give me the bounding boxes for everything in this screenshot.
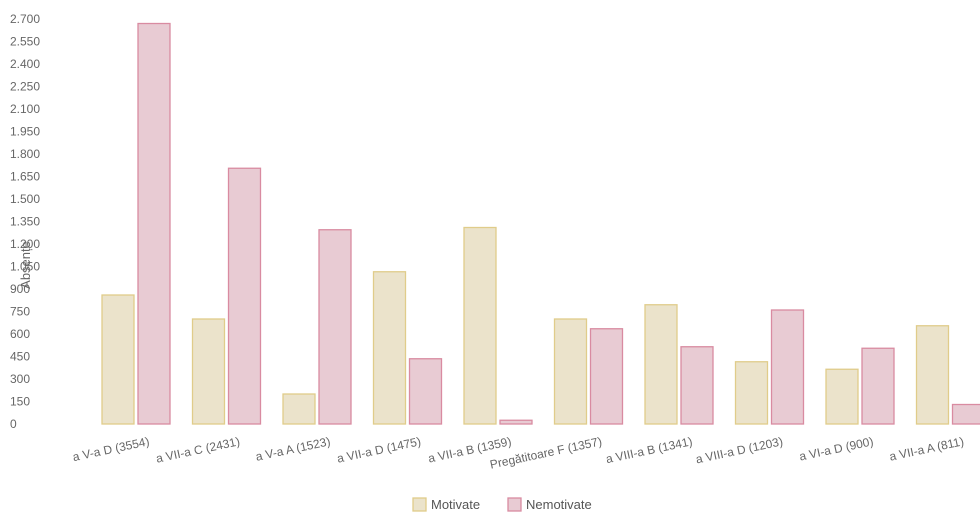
legend-swatch: [507, 497, 522, 512]
bar-motivate[interactable]: [372, 271, 407, 425]
y-tick-label: 2.250: [10, 80, 40, 94]
y-tick-label: 900: [10, 282, 30, 296]
y-tick-label: 1.200: [10, 237, 40, 251]
y-tick-label: 1.650: [10, 170, 40, 184]
bar-motivate[interactable]: [734, 361, 769, 425]
x-tick-label: a VIII-a D (1203): [694, 434, 784, 466]
bar-motivate[interactable]: [282, 393, 316, 425]
bars: [101, 22, 980, 425]
bar-nemotivate[interactable]: [680, 346, 714, 425]
legend-label[interactable]: Motivate: [431, 497, 480, 512]
bar-motivate[interactable]: [553, 318, 588, 425]
bar-motivate[interactable]: [191, 318, 226, 425]
y-tick-label: 2.700: [10, 12, 40, 26]
y-tick-label: 750: [10, 305, 30, 319]
bar-nemotivate[interactable]: [137, 22, 171, 425]
bar-motivate[interactable]: [463, 226, 497, 425]
y-tick-label: 2.100: [10, 102, 40, 116]
y-tick-label: 1.350: [10, 215, 40, 229]
y-tick-label: 2.550: [10, 35, 40, 49]
x-tick-label: a VIII-a B (1341): [605, 434, 694, 466]
x-tick-label: a VII-a D (1475): [336, 434, 422, 465]
x-axis: a V-a D (3554) a VII-a C (2431) a V-a A (1…: [71, 434, 965, 471]
y-tick-label: 2.400: [10, 57, 40, 71]
bar-nemotivate[interactable]: [227, 167, 262, 425]
bar-motivate[interactable]: [101, 294, 135, 425]
y-tick-label: 300: [10, 372, 30, 386]
y-tick-label: 1.800: [10, 147, 40, 161]
y-tick-label: 450: [10, 350, 30, 364]
bar-motivate[interactable]: [644, 304, 678, 425]
y-tick-label: 1.950: [10, 125, 40, 139]
bar-nemotivate[interactable]: [318, 229, 352, 425]
bar-nemotivate[interactable]: [589, 328, 624, 425]
bar-motivate[interactable]: [825, 368, 859, 425]
x-tick-label: a V-a D (3554): [71, 434, 150, 464]
legend-swatch: [412, 497, 427, 512]
y-tick-label: 1.050: [10, 260, 40, 274]
x-tick-label: a V-a A (1523): [254, 434, 331, 464]
x-tick-label: a VII-a A (811): [888, 434, 965, 463]
x-tick-label: a VI-a D (900): [798, 434, 875, 463]
bar-nemotivate[interactable]: [951, 403, 980, 425]
legend-label[interactable]: Nemotivate: [526, 497, 592, 512]
legend: Motivate Nemotivate: [412, 497, 592, 512]
y-tick-label: 0: [10, 417, 17, 431]
bar-nemotivate[interactable]: [499, 419, 533, 425]
bar-nemotivate[interactable]: [861, 347, 895, 425]
y-axis: 0 150 300 450 600 750 900 1.050 1.200 1.350 1.500 1…: [10, 12, 40, 431]
y-tick-label: 1.500: [10, 192, 40, 206]
bar-nemotivate[interactable]: [408, 358, 443, 425]
bar-motivate[interactable]: [915, 325, 950, 425]
y-tick-label: 600: [10, 327, 30, 341]
x-tick-label: a VII-a C (2431): [155, 434, 241, 465]
y-tick-label: 150: [10, 395, 30, 409]
y-axis-title: Absențe: [18, 241, 33, 289]
bar-nemotivate[interactable]: [770, 309, 805, 425]
